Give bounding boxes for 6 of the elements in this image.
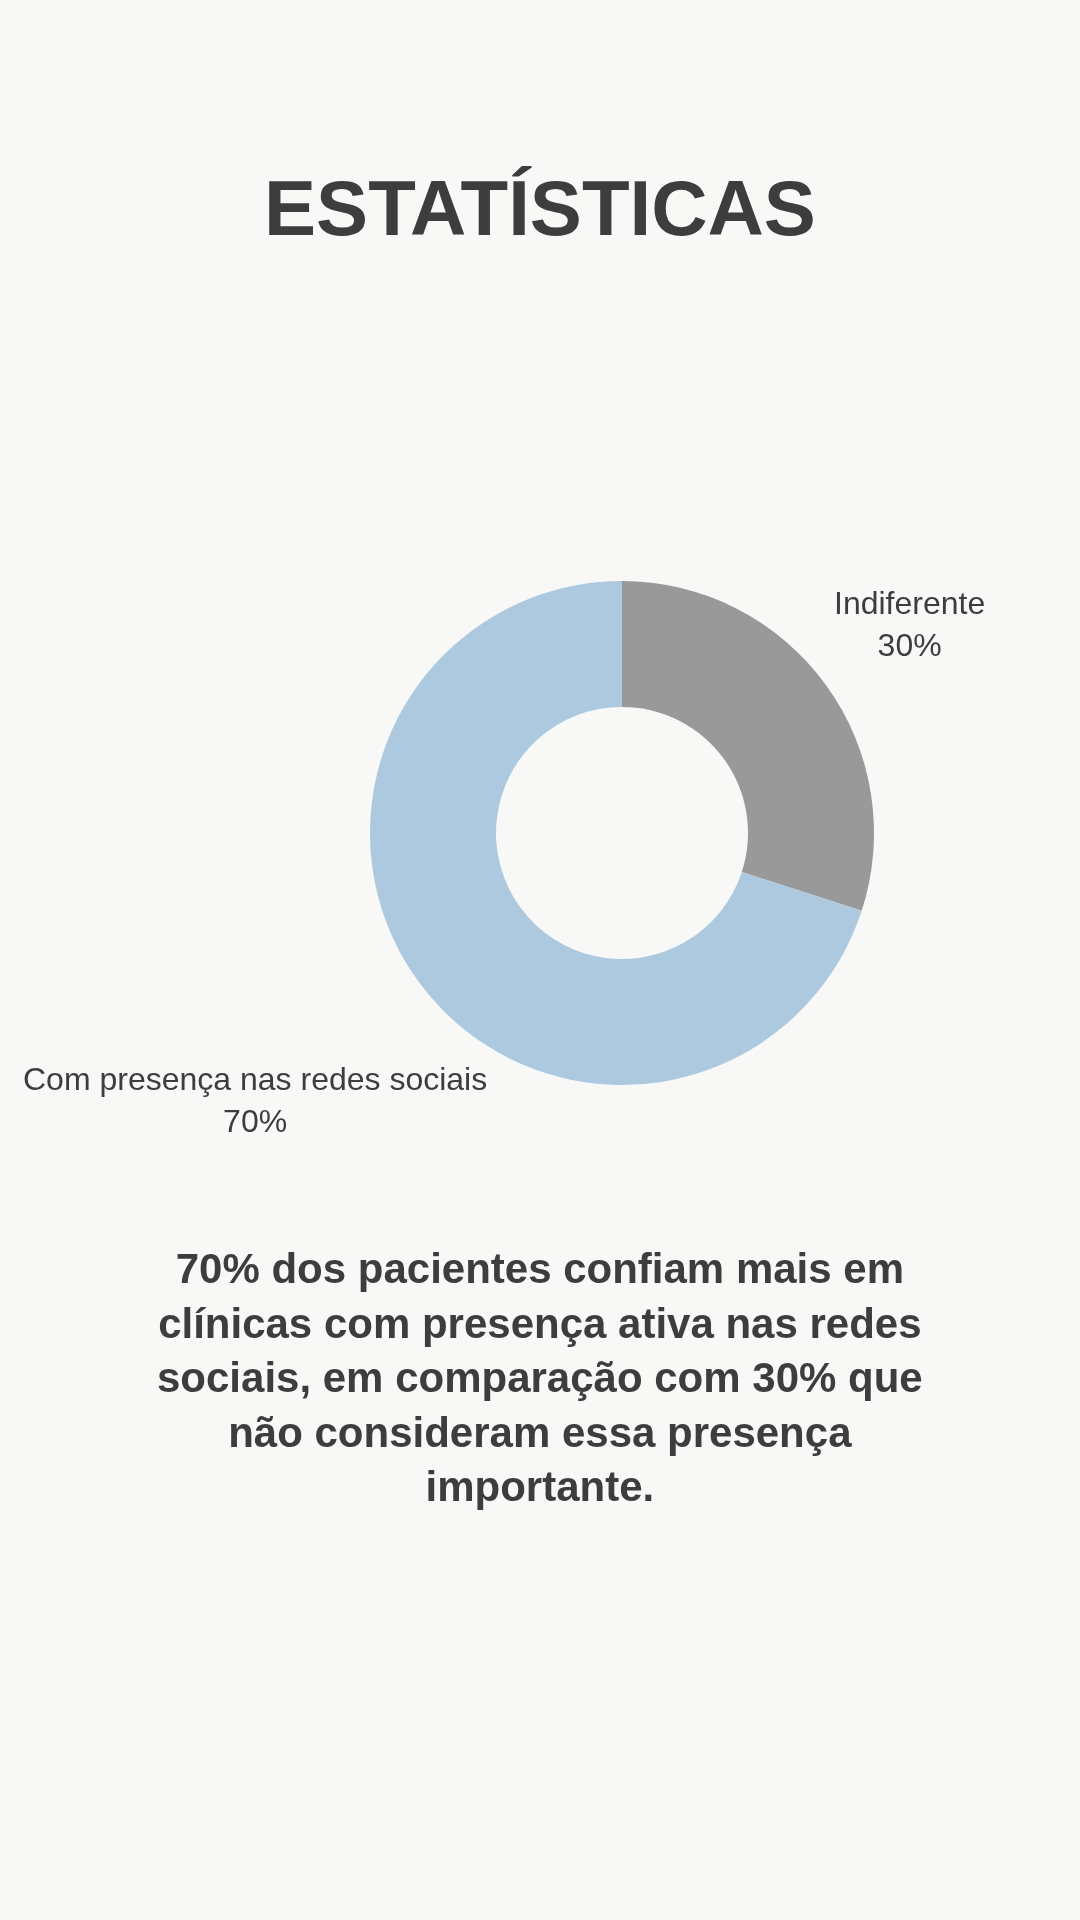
data-label: 30%	[877, 626, 942, 663]
slice-label: Com presença nas redes sociais	[23, 1061, 488, 1097]
slice-label: Indiferente	[834, 585, 986, 621]
text: 70% dos pacientes confiam mais em clínicas com presença ativa nas redes sociais, em comparação com 30% que não consideram essa presença importante.	[157, 1245, 923, 1511]
data-label: 70%	[223, 1102, 288, 1139]
chart-title: ESTATÍSTICAS	[264, 164, 816, 253]
